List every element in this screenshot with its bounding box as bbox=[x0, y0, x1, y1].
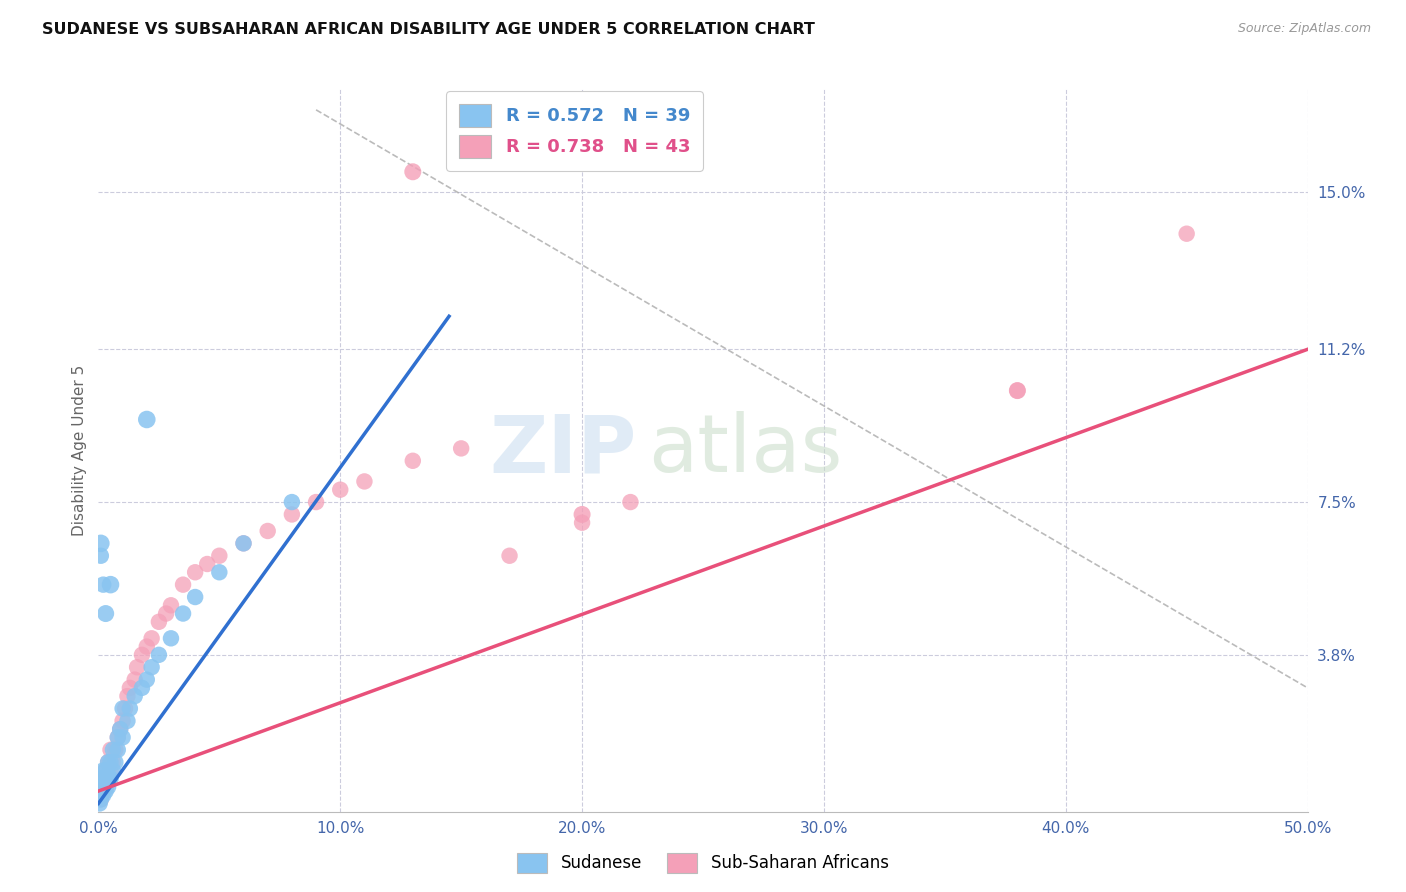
Point bbox=[107, 731, 129, 745]
Point bbox=[135, 412, 157, 426]
Point bbox=[97, 755, 120, 769]
Point bbox=[571, 508, 593, 522]
Point bbox=[90, 536, 112, 550]
Point bbox=[402, 165, 425, 179]
Point bbox=[100, 764, 122, 778]
Text: atlas: atlas bbox=[648, 411, 844, 490]
Point bbox=[172, 577, 194, 591]
Point bbox=[91, 780, 114, 794]
Point bbox=[148, 615, 170, 629]
Point bbox=[232, 536, 254, 550]
Point bbox=[100, 755, 122, 769]
Point bbox=[97, 755, 120, 769]
Point bbox=[498, 549, 520, 563]
Point bbox=[90, 772, 112, 786]
Point bbox=[94, 780, 117, 794]
Point bbox=[450, 442, 472, 456]
Point bbox=[90, 784, 112, 798]
Point bbox=[127, 660, 149, 674]
Point bbox=[281, 495, 304, 509]
Text: SUDANESE VS SUBSAHARAN AFRICAN DISABILITY AGE UNDER 5 CORRELATION CHART: SUDANESE VS SUBSAHARAN AFRICAN DISABILIT… bbox=[42, 22, 815, 37]
Point bbox=[107, 731, 129, 745]
Point bbox=[208, 549, 231, 563]
Point bbox=[101, 743, 124, 757]
Point bbox=[111, 701, 134, 715]
Point bbox=[141, 660, 163, 674]
Point bbox=[195, 557, 218, 571]
Point bbox=[232, 536, 254, 550]
Point bbox=[101, 755, 124, 769]
Point bbox=[124, 673, 146, 687]
Point bbox=[117, 689, 139, 703]
Point bbox=[100, 743, 122, 757]
Point bbox=[305, 495, 328, 509]
Point bbox=[94, 764, 117, 778]
Point bbox=[111, 731, 134, 745]
Point bbox=[111, 714, 134, 728]
Point bbox=[94, 764, 117, 778]
Point bbox=[97, 772, 120, 786]
Point bbox=[353, 475, 375, 489]
Point bbox=[160, 599, 183, 613]
Legend: Sudanese, Sub-Saharan Africans: Sudanese, Sub-Saharan Africans bbox=[510, 847, 896, 880]
Point bbox=[94, 607, 117, 621]
Point bbox=[100, 577, 122, 591]
Point bbox=[97, 780, 120, 794]
Point bbox=[571, 516, 593, 530]
Point bbox=[619, 495, 641, 509]
Point bbox=[107, 743, 129, 757]
Point bbox=[91, 772, 114, 786]
Point bbox=[135, 640, 157, 654]
Point bbox=[402, 454, 425, 468]
Point bbox=[90, 784, 112, 798]
Point bbox=[97, 767, 120, 781]
Point bbox=[90, 792, 112, 806]
Point bbox=[208, 566, 231, 580]
Point bbox=[135, 673, 157, 687]
Point bbox=[91, 788, 114, 802]
Point bbox=[100, 772, 122, 786]
Point bbox=[89, 797, 111, 811]
Point bbox=[118, 681, 141, 695]
Point bbox=[184, 590, 207, 604]
Point bbox=[172, 607, 194, 621]
Point bbox=[141, 632, 163, 646]
Point bbox=[101, 764, 124, 778]
Point bbox=[108, 722, 131, 736]
Point bbox=[91, 577, 114, 591]
Point bbox=[117, 714, 139, 728]
Point bbox=[1175, 227, 1198, 241]
Point bbox=[256, 524, 278, 538]
Text: Source: ZipAtlas.com: Source: ZipAtlas.com bbox=[1237, 22, 1371, 36]
Point bbox=[94, 784, 117, 798]
Point bbox=[118, 701, 141, 715]
Point bbox=[104, 755, 127, 769]
Point bbox=[148, 648, 170, 662]
Point bbox=[104, 743, 127, 757]
Point bbox=[329, 483, 352, 497]
Point bbox=[1007, 384, 1029, 398]
Point bbox=[124, 689, 146, 703]
Point bbox=[108, 722, 131, 736]
Point bbox=[160, 632, 183, 646]
Y-axis label: Disability Age Under 5: Disability Age Under 5 bbox=[72, 365, 87, 536]
Point bbox=[184, 566, 207, 580]
Point bbox=[91, 772, 114, 786]
Point bbox=[281, 508, 304, 522]
Point bbox=[1007, 384, 1029, 398]
Legend: R = 0.572   N = 39, R = 0.738   N = 43: R = 0.572 N = 39, R = 0.738 N = 43 bbox=[446, 91, 703, 170]
Point bbox=[131, 681, 153, 695]
Point bbox=[155, 607, 177, 621]
Point bbox=[91, 784, 114, 798]
Text: ZIP: ZIP bbox=[489, 411, 637, 490]
Point bbox=[91, 764, 114, 778]
Point bbox=[94, 776, 117, 790]
Point bbox=[90, 549, 112, 563]
Point bbox=[90, 792, 112, 806]
Point bbox=[114, 701, 136, 715]
Point bbox=[131, 648, 153, 662]
